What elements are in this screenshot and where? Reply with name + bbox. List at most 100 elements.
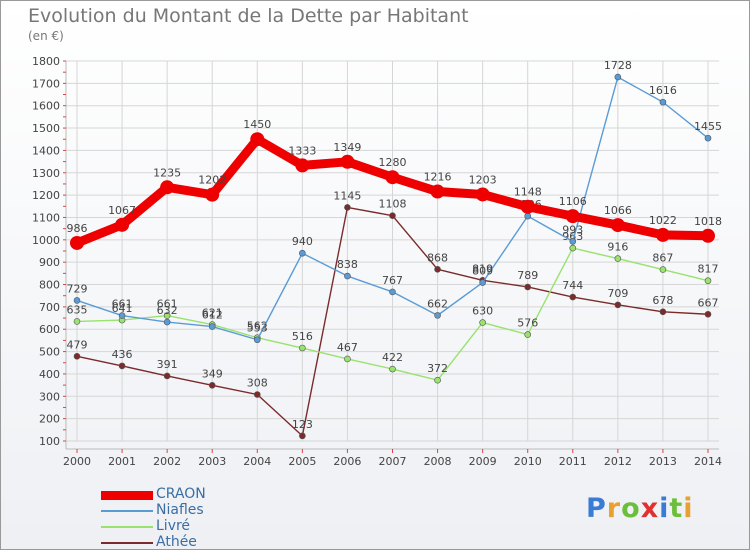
data-point [614, 301, 622, 309]
data-label: 986 [67, 222, 88, 235]
legend-label: Athée [156, 534, 197, 550]
data-label: 641 [112, 302, 133, 315]
brand-logo: Proxiti [586, 493, 694, 524]
x-tick-label: 2008 [424, 455, 452, 468]
x-tick-label: 2002 [153, 455, 181, 468]
data-label: 868 [427, 251, 448, 264]
data-label: 123 [292, 418, 313, 431]
data-point [295, 158, 310, 173]
data-label: 838 [337, 258, 358, 271]
data-point [160, 180, 175, 195]
y-tick-label: 300 [39, 390, 60, 403]
data-point [614, 73, 622, 81]
data-point [655, 227, 670, 242]
data-label: 1450 [243, 118, 271, 131]
data-label: 1067 [108, 204, 136, 217]
x-tick-label: 2004 [243, 455, 271, 468]
x-tick-label: 2001 [108, 455, 136, 468]
data-label: 1108 [379, 198, 407, 211]
legend-swatch [101, 490, 153, 500]
x-tick-label: 2007 [379, 455, 407, 468]
data-point [659, 98, 667, 106]
data-label: 709 [607, 287, 628, 300]
legend-label: Livré [156, 518, 191, 534]
y-tick-label: 1200 [32, 189, 60, 202]
data-point [163, 318, 171, 326]
data-label: 678 [652, 294, 673, 307]
data-point [118, 362, 126, 370]
data-point [389, 288, 396, 296]
data-label: 308 [247, 377, 268, 390]
data-label: 963 [562, 230, 583, 243]
data-label: 661 [112, 298, 133, 311]
data-point [385, 170, 400, 185]
data-label: 372 [427, 362, 448, 375]
data-label: 817 [698, 263, 719, 276]
data-label: 1216 [424, 171, 452, 184]
y-tick-label: 500 [39, 346, 60, 359]
data-point [250, 132, 265, 147]
data-point [701, 228, 715, 243]
data-point [569, 238, 577, 245]
y-tick-label: 1400 [32, 144, 60, 157]
data-label: 391 [157, 358, 178, 371]
data-point [344, 204, 351, 211]
data-label: 621 [202, 307, 223, 320]
y-tick-label: 100 [39, 435, 60, 448]
data-label: 1455 [694, 120, 722, 133]
brand-logo-letter: i [683, 493, 694, 524]
x-tick-label: 2003 [198, 455, 226, 468]
data-point [569, 293, 577, 301]
data-point [569, 244, 577, 252]
data-label: 422 [382, 351, 403, 364]
data-point [434, 376, 441, 384]
data-label: 809 [472, 265, 493, 278]
data-label: 867 [652, 252, 673, 265]
brand-logo-letter: t [669, 493, 684, 524]
data-label: 940 [292, 235, 313, 248]
x-tick-label: 2012 [604, 455, 632, 468]
data-label: 1106 [559, 195, 587, 208]
data-label: 1349 [333, 141, 361, 154]
data-point [163, 312, 171, 319]
y-tick-label: 1600 [32, 100, 60, 113]
x-tick-label: 2014 [694, 455, 722, 468]
data-label: 630 [472, 305, 493, 318]
data-label: 819 [472, 262, 493, 275]
x-tick-label: 2006 [333, 455, 361, 468]
brand-logo-letter: r [606, 493, 622, 524]
data-label: 661 [157, 298, 178, 311]
data-point [434, 312, 441, 319]
data-point [73, 297, 81, 304]
x-tick-label: 2011 [559, 455, 587, 468]
data-label: 767 [382, 274, 403, 287]
y-tick-label: 200 [39, 413, 60, 426]
data-point [299, 344, 306, 352]
data-point [475, 187, 490, 202]
data-point [389, 212, 396, 219]
brand-logo-letter: i [659, 493, 670, 524]
y-tick-label: 1000 [32, 234, 60, 247]
data-point [163, 372, 171, 380]
data-point [299, 432, 306, 440]
data-label: 1022 [649, 214, 677, 227]
y-tick-label: 1500 [32, 122, 60, 135]
data-label: 993 [562, 223, 583, 236]
data-label: 1066 [604, 204, 632, 217]
chart-subtitle: (en €) [28, 29, 64, 43]
data-point [344, 355, 351, 363]
data-point [205, 187, 220, 202]
data-point [118, 312, 126, 319]
data-label: 612 [202, 309, 223, 322]
data-point [524, 283, 532, 291]
data-label: 916 [607, 241, 628, 254]
brand-logo-letter: o [621, 493, 641, 524]
data-point [344, 272, 351, 280]
data-label: 635 [67, 303, 88, 316]
data-label: 1018 [694, 215, 722, 228]
x-tick-label: 2005 [288, 455, 316, 468]
data-point [704, 310, 712, 318]
data-point [340, 154, 355, 169]
